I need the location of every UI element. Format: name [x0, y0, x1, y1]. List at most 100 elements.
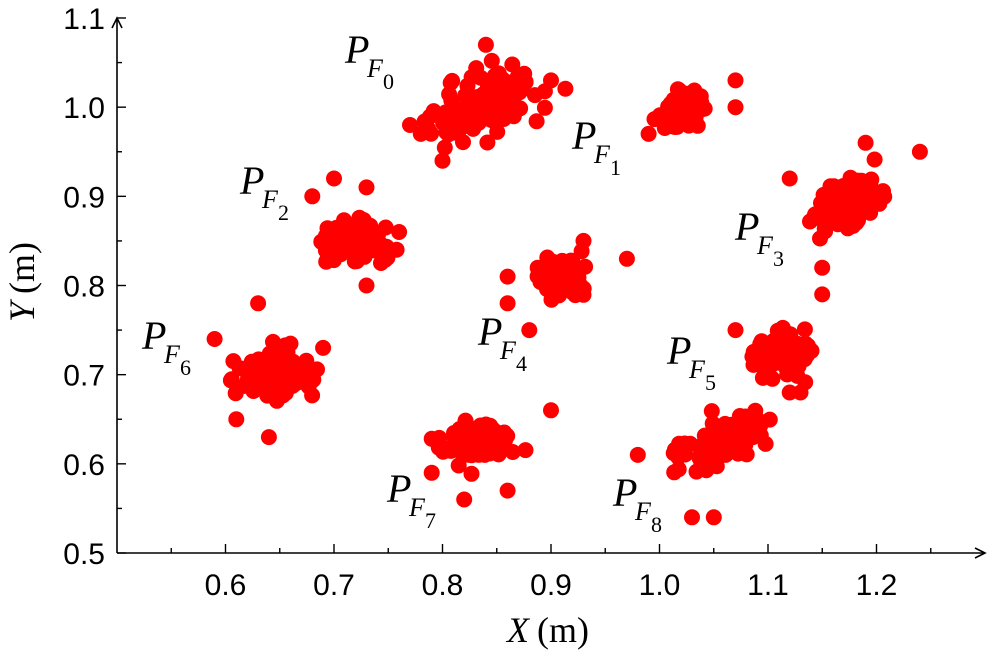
data-point-cluster-1	[640, 125, 657, 142]
data-point-cluster-0	[504, 56, 521, 73]
data-point-cluster-8	[761, 411, 778, 428]
x-tick-label: 1.1	[747, 569, 789, 602]
data-point-cluster-3	[326, 170, 342, 187]
cluster-label-index: 4	[516, 351, 527, 376]
cluster-label-sub: F	[593, 140, 611, 169]
data-point-cluster-6	[309, 361, 325, 378]
data-point-cluster-5	[760, 366, 776, 383]
y-tick-label: 1.0	[63, 92, 105, 125]
cluster-label-index: 7	[425, 508, 436, 533]
data-point-cluster-6	[265, 333, 281, 350]
data-point-cluster-2	[856, 179, 873, 196]
cluster-label-7: PF 7	[386, 466, 436, 533]
cluster-label-main: P	[477, 309, 502, 354]
data-point-cluster-7	[482, 417, 499, 434]
data-point-cluster-4	[551, 265, 568, 282]
data-point-cluster-7	[517, 442, 534, 459]
data-point-cluster-6	[290, 359, 307, 376]
data-point-cluster-0	[460, 112, 477, 129]
data-point-cluster-2	[814, 259, 831, 276]
data-point-cluster-2	[857, 134, 874, 151]
data-point-cluster-4	[618, 250, 635, 267]
data-point-cluster-7	[543, 402, 559, 419]
data-point-cluster-3	[304, 188, 321, 205]
cluster-label-sub: F	[756, 231, 774, 260]
data-point-cluster-0	[436, 139, 453, 156]
data-point-cluster-8	[677, 446, 694, 463]
cluster-label-main: P	[612, 470, 637, 515]
y-tick-label: 0.7	[63, 360, 105, 393]
data-point-cluster-6	[250, 295, 267, 312]
cluster-label-main: P	[734, 204, 759, 249]
cluster-label-main: P	[239, 158, 264, 203]
data-point-cluster-5	[727, 322, 744, 339]
data-point-cluster-2	[781, 170, 798, 187]
data-point-cluster-8	[714, 426, 731, 443]
data-point-cluster-0	[543, 72, 559, 89]
data-point-cluster-1	[727, 99, 744, 116]
data-point-cluster-0	[445, 109, 462, 126]
axis-titles: X (m)Y(m)	[2, 242, 589, 650]
data-point-cluster-3	[366, 242, 383, 259]
data-point-cluster-7	[463, 465, 480, 482]
data-point-cluster-8	[705, 509, 722, 526]
data-point-cluster-0	[494, 79, 511, 95]
data-point-cluster-6	[243, 353, 260, 370]
data-point-cluster-4	[499, 295, 516, 312]
data-point-cluster-8	[703, 403, 720, 420]
cluster-label-1: PF 1	[571, 113, 621, 180]
data-point-cluster-7	[468, 442, 485, 459]
x-tick-label: 0.8	[422, 569, 464, 602]
data-points	[206, 36, 928, 526]
data-point-cluster-8	[629, 446, 646, 463]
data-point-cluster-6	[277, 337, 294, 354]
cluster-label-sub: F	[261, 185, 279, 214]
cluster-label-main: P	[344, 27, 369, 72]
data-point-cluster-3	[339, 218, 356, 235]
data-point-cluster-2	[805, 210, 822, 227]
data-point-cluster-7	[504, 444, 521, 460]
data-point-cluster-0	[477, 36, 494, 53]
data-point-cluster-5	[745, 356, 762, 373]
data-point-cluster-6	[263, 364, 280, 381]
cluster-label-index: 6	[180, 355, 191, 380]
data-point-cluster-3	[358, 179, 375, 196]
data-point-cluster-2	[843, 201, 860, 218]
y-tick-label: 0.5	[63, 538, 105, 571]
data-point-cluster-2	[866, 151, 883, 168]
data-point-cluster-0	[463, 69, 480, 86]
y-tick-label: 0.9	[63, 181, 105, 214]
data-point-cluster-7	[457, 412, 474, 429]
data-point-cluster-7	[423, 464, 440, 481]
y-axis-title: Y (m)	[2, 242, 42, 322]
data-point-cluster-4	[568, 278, 585, 295]
data-point-cluster-2	[876, 188, 893, 205]
data-point-cluster-5	[752, 336, 769, 353]
data-point-cluster-8	[684, 509, 700, 526]
data-point-cluster-0	[490, 65, 507, 82]
cluster-label-main: P	[386, 466, 411, 511]
data-point-cluster-3	[352, 236, 369, 252]
cluster-labels: PF 0PF 1PF 2 PF 3PF 4 PF 5PF 6PF 7PF 8	[141, 27, 784, 537]
data-point-cluster-7	[456, 491, 473, 508]
cluster-label-main: P	[666, 328, 691, 373]
data-point-cluster-6	[228, 411, 245, 428]
data-point-cluster-1	[727, 72, 744, 89]
data-point-cluster-8	[670, 461, 687, 478]
data-point-cluster-2	[825, 205, 842, 222]
cluster-label-sub: F	[163, 340, 181, 369]
data-point-cluster-4	[543, 291, 560, 308]
x-axis-unit: (m)	[537, 610, 589, 650]
cluster-label-5: PF 5	[666, 328, 716, 395]
data-point-cluster-6	[303, 373, 320, 390]
data-point-cluster-0	[438, 124, 455, 141]
data-point-cluster-4	[539, 249, 556, 266]
data-point-cluster-6	[223, 371, 240, 388]
cluster-label-6: PF 6	[141, 313, 191, 380]
data-point-cluster-6	[225, 353, 242, 370]
x-tick-label: 1.2	[856, 569, 898, 602]
data-point-cluster-1	[673, 90, 690, 106]
cluster-label-sub: F	[408, 493, 426, 522]
y-axis-var: Y	[2, 298, 42, 322]
